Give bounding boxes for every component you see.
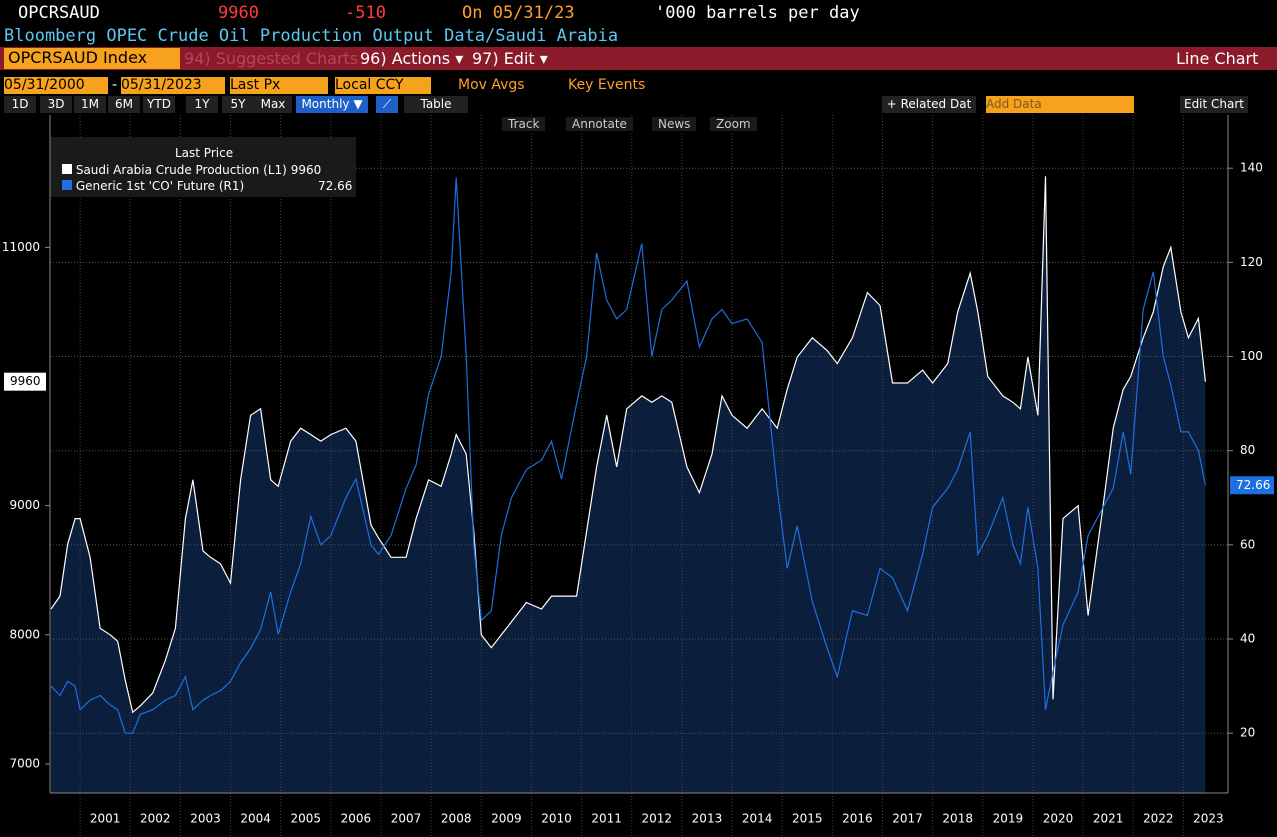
legend-label: Saudi Arabia Crude Production (L1) (75, 163, 287, 177)
y2-tick-label: 60 (1240, 537, 1255, 551)
legend-value: 9960 (290, 163, 322, 177)
line (50, 176, 1206, 714)
range-button[interactable]: 1M (74, 96, 106, 113)
y2-tick-label: 40 (1240, 632, 1255, 646)
start-date[interactable]: 05/31/2000 (4, 77, 108, 94)
x-tick-label: 2023 (1193, 812, 1224, 826)
edit-chart[interactable]: Edit Chart (1180, 96, 1248, 113)
x-tick-label: 2007 (391, 812, 422, 826)
ticker: OPCRSAUD (18, 3, 100, 23)
units: '000 barrels per day (655, 3, 860, 23)
range-button[interactable]: YTD (143, 96, 175, 113)
x-tick-label: 2016 (842, 812, 873, 826)
menu-bar (0, 47, 1277, 70)
end-date[interactable]: 05/31/2023 (121, 77, 225, 94)
mov-avgs[interactable]: Mov Avgs (458, 77, 525, 93)
x-tick-label: 2019 (993, 812, 1024, 826)
x-tick-label: 2018 (942, 812, 973, 826)
x-tick-label: 2011 (591, 812, 622, 826)
y2-tick-label: 140 (1240, 161, 1263, 175)
change: -510 (345, 3, 386, 23)
x-tick-label: 2021 (1093, 812, 1124, 826)
description: Bloomberg OPEC Crude Oil Production Outp… (4, 26, 619, 46)
line (50, 177, 1206, 734)
x-tick-label: 2001 (90, 812, 121, 826)
dash: - (112, 77, 118, 93)
x-tick-label: 2015 (792, 812, 823, 826)
period[interactable]: Monthly ▼ (296, 96, 368, 113)
actions[interactable]: 96) Actions ▾ (360, 49, 464, 68)
chart-icon[interactable]: ⟋ (376, 96, 398, 113)
date: On 05/31/23 (462, 3, 575, 23)
tool-button[interactable]: Annotate (566, 117, 633, 131)
range-button[interactable]: 1Y (186, 96, 218, 113)
x-tick-label: 2022 (1143, 812, 1174, 826)
legend-label: Generic 1st 'CO' Future (R1) (75, 179, 245, 193)
area (51, 176, 1206, 794)
tool-button[interactable]: Zoom (710, 117, 757, 131)
legend-entry: Generic 1st 'CO' Future (R1) 72.66 (62, 179, 352, 193)
x-tick-label: 2017 (892, 812, 923, 826)
y2-tick-label: 100 (1240, 349, 1263, 363)
x-tick-label: 2013 (692, 812, 723, 826)
edit[interactable]: 97) Edit ▾ (472, 49, 548, 68)
value-label: 9960 (10, 374, 41, 388)
y2-tick-label: 120 (1240, 255, 1263, 269)
range-button[interactable]: Max (254, 96, 292, 113)
range-button[interactable]: 3D (40, 96, 72, 113)
y-tick-label: 7000 (9, 756, 40, 770)
x-tick-label: 2014 (742, 812, 773, 826)
y-tick-label: 8000 (9, 627, 40, 641)
x-tick-label: 2002 (140, 812, 171, 826)
last: 9960 (218, 3, 259, 23)
y-tick-label: 9000 (9, 498, 40, 512)
x-tick-label: 2006 (341, 812, 372, 826)
legend-title: Last Price (175, 146, 234, 160)
value-box (1230, 476, 1274, 495)
legend-bg (50, 137, 356, 197)
add-data[interactable]: Add Data (986, 96, 1134, 113)
related[interactable]: + Related Dat (882, 96, 976, 113)
x-tick-label: 2012 (642, 812, 673, 826)
chart-kind: Line Chart (1176, 49, 1259, 68)
range-button[interactable]: 6M (108, 96, 140, 113)
legend-value: 72.66 (318, 179, 353, 193)
key-events[interactable]: Key Events (568, 77, 646, 93)
x-tick-label: 2009 (491, 812, 522, 826)
y2-tick-label: 20 (1240, 726, 1255, 740)
range-button[interactable]: 1D (4, 96, 36, 113)
x-tick-label: 2005 (290, 812, 321, 826)
x-tick-label: 2004 (240, 812, 271, 826)
value-box (4, 372, 46, 391)
x-tick-label: 2020 (1043, 812, 1074, 826)
x-tick-label: 2008 (441, 812, 472, 826)
y2-tick-label: 80 (1240, 443, 1255, 457)
x-tick-label: 2003 (190, 812, 221, 826)
tool-button[interactable]: News (652, 117, 697, 131)
tool-button[interactable]: Track (502, 117, 546, 131)
legend-entry: Saudi Arabia Crude Production (L1) 9960 (62, 163, 321, 177)
security[interactable]: OPCRSAUD Index (4, 48, 180, 69)
field[interactable]: Last Px (230, 77, 328, 94)
value-label: 72.66 (1236, 478, 1270, 492)
table[interactable]: Table (404, 96, 468, 113)
y-tick-label: 11000 (2, 240, 40, 254)
x-tick-label: 2010 (541, 812, 572, 826)
currency[interactable]: Local CCY (335, 77, 431, 94)
range-button[interactable]: 5Y (222, 96, 254, 113)
suggested[interactable]: 94) Suggested Charts (184, 49, 359, 68)
